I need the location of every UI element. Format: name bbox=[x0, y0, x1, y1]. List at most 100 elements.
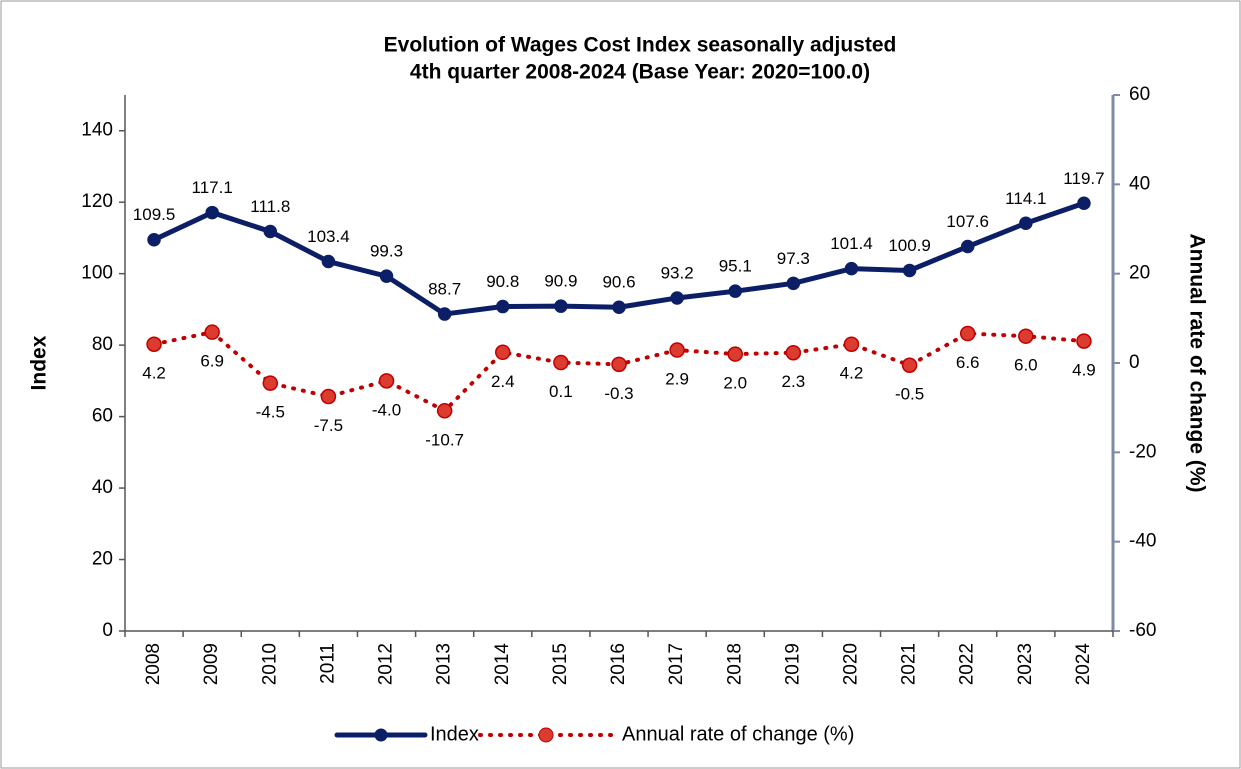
legend-label: Index bbox=[430, 723, 479, 745]
series-marker bbox=[204, 324, 220, 340]
series-marker bbox=[785, 344, 802, 361]
data-label: 111.8 bbox=[250, 197, 290, 216]
series-marker bbox=[1077, 196, 1091, 211]
series-marker bbox=[379, 269, 394, 283]
data-label: 117.1 bbox=[192, 178, 233, 197]
series-marker bbox=[263, 224, 278, 239]
x-tick-label: 2023 bbox=[1015, 643, 1036, 685]
x-tick-label: 2013 bbox=[434, 643, 455, 685]
x-tick-label: 2016 bbox=[608, 643, 629, 685]
data-label: 90.6 bbox=[602, 273, 635, 292]
y-tick-label: 60 bbox=[92, 406, 113, 427]
data-label: 4.2 bbox=[840, 364, 864, 383]
data-label: 4.2 bbox=[142, 364, 166, 383]
data-label: 95.1 bbox=[719, 257, 752, 276]
x-tick-label: 2009 bbox=[201, 643, 222, 685]
x-tick-label: 2008 bbox=[143, 643, 164, 685]
series-marker bbox=[378, 373, 395, 389]
data-label: -4.5 bbox=[256, 403, 285, 422]
data-label: 97.3 bbox=[777, 249, 810, 268]
data-label: 88.7 bbox=[428, 280, 461, 299]
series-marker bbox=[496, 299, 510, 314]
data-label: 119.7 bbox=[1063, 169, 1104, 188]
data-label: 2.3 bbox=[782, 372, 806, 391]
series-marker bbox=[670, 291, 684, 305]
series-marker bbox=[147, 232, 161, 247]
data-label: -0.3 bbox=[604, 384, 633, 403]
series-marker bbox=[553, 354, 569, 371]
data-label: 99.3 bbox=[370, 242, 403, 261]
series-marker bbox=[205, 205, 219, 220]
series-marker bbox=[495, 344, 511, 361]
data-label: 0.1 bbox=[549, 382, 573, 401]
series-marker bbox=[146, 336, 162, 352]
x-tick-label: 2024 bbox=[1073, 643, 1094, 686]
y2-tick-label: -20 bbox=[1129, 441, 1156, 462]
series-marker bbox=[669, 342, 685, 358]
y2-tick-label: 40 bbox=[1129, 173, 1150, 194]
y2-axis-title: Annual rate of change (%) bbox=[1185, 233, 1208, 492]
data-label: 6.6 bbox=[956, 353, 980, 372]
series-marker bbox=[611, 356, 627, 373]
y2-tick-label: 60 bbox=[1129, 84, 1150, 105]
data-label: 6.9 bbox=[200, 352, 224, 371]
data-label: 103.4 bbox=[307, 227, 350, 246]
y-axis-title: Index bbox=[28, 335, 51, 390]
x-tick-label: 2019 bbox=[782, 643, 803, 685]
series-marker bbox=[786, 276, 801, 291]
legend-label: Annual rate of change (%) bbox=[622, 723, 854, 745]
series-marker bbox=[1019, 216, 1033, 231]
y2-tick-label: 0 bbox=[1129, 352, 1140, 373]
y-tick-label: 20 bbox=[92, 549, 113, 570]
y2-tick-label: -60 bbox=[1129, 620, 1156, 641]
y-tick-label: 80 bbox=[92, 334, 113, 355]
x-tick-label: 2017 bbox=[666, 643, 687, 685]
series-marker bbox=[960, 239, 975, 254]
series-marker bbox=[901, 357, 918, 373]
series-marker bbox=[902, 263, 917, 278]
series-marker bbox=[959, 325, 976, 342]
series-marker bbox=[437, 307, 452, 321]
data-label: 6.0 bbox=[1014, 356, 1038, 375]
y-tick-label: 100 bbox=[81, 263, 113, 284]
series-marker bbox=[1018, 328, 1034, 344]
series-marker bbox=[612, 300, 626, 315]
y-tick-label: 120 bbox=[81, 191, 113, 212]
x-tick-label: 2020 bbox=[840, 643, 861, 685]
data-label: 93.2 bbox=[661, 263, 694, 282]
series-marker bbox=[727, 346, 743, 362]
series-marker bbox=[436, 403, 453, 419]
x-tick-label: 2010 bbox=[259, 643, 280, 685]
x-tick-label: 2012 bbox=[376, 643, 397, 685]
legend-marker bbox=[374, 728, 388, 742]
series-marker bbox=[843, 336, 860, 352]
data-label: 114.1 bbox=[1005, 189, 1046, 208]
data-label: 107.6 bbox=[946, 212, 989, 231]
x-tick-label: 2014 bbox=[492, 643, 513, 686]
series-marker bbox=[554, 299, 568, 313]
series-marker bbox=[1076, 333, 1092, 349]
data-label: 4.9 bbox=[1072, 361, 1096, 380]
data-label: -7.5 bbox=[314, 416, 343, 435]
x-tick-label: 2018 bbox=[724, 643, 745, 685]
y-tick-label: 140 bbox=[81, 120, 113, 141]
data-label: -10.7 bbox=[425, 430, 464, 449]
data-label: 100.9 bbox=[888, 236, 931, 255]
data-label: 2.9 bbox=[665, 370, 689, 389]
chart-subtitle: 4th quarter 2008-2024 (Base Year: 2020=1… bbox=[410, 61, 870, 84]
data-label: -4.0 bbox=[372, 400, 401, 419]
data-label: 2.4 bbox=[491, 372, 515, 391]
y-tick-label: 0 bbox=[102, 620, 113, 641]
legend-marker bbox=[538, 727, 554, 743]
series-marker bbox=[262, 375, 279, 391]
series-marker bbox=[844, 261, 859, 276]
data-label: 90.8 bbox=[486, 272, 519, 291]
x-tick-label: 2022 bbox=[957, 643, 978, 685]
chart-title: Evolution of Wages Cost Index seasonally… bbox=[384, 34, 897, 57]
data-label: -0.5 bbox=[895, 385, 924, 404]
data-label: 90.9 bbox=[544, 272, 577, 291]
series-marker bbox=[728, 284, 742, 298]
data-label: 109.5 bbox=[133, 205, 176, 224]
x-tick-label: 2011 bbox=[317, 643, 338, 684]
